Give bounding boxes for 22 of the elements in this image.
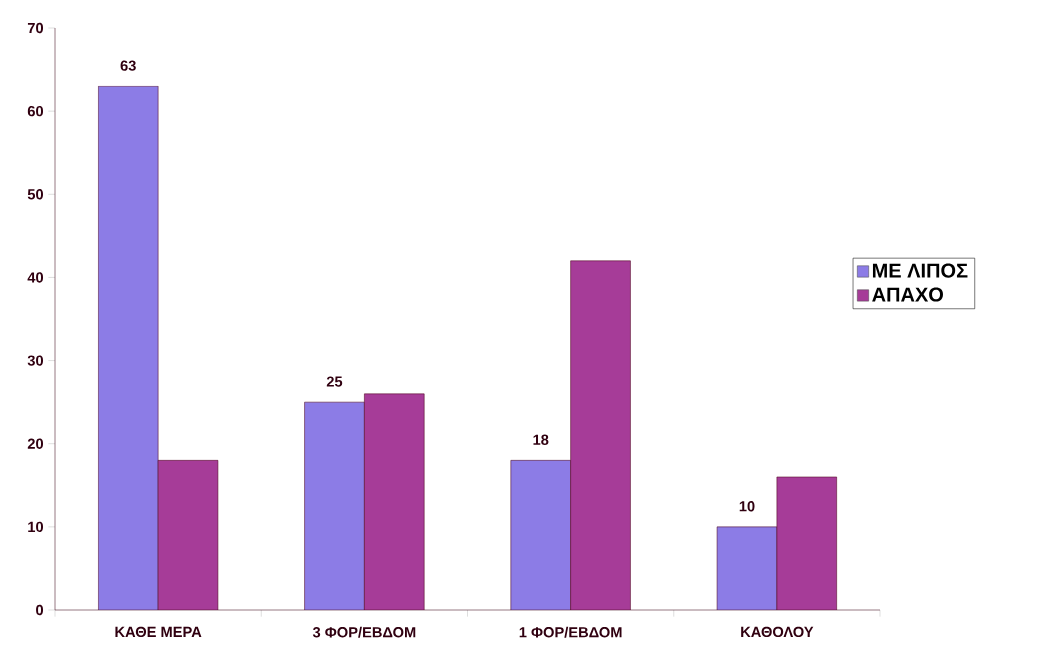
data-label: 18: [533, 434, 549, 445]
data-label: 25: [326, 376, 343, 387]
x-tick-label: 3 ΦΟΡ/ΕΒΔΟΜ: [312, 626, 416, 638]
y-tick-label: 40: [27, 272, 44, 283]
legend-label: ΑΠΑΧΟ: [872, 287, 943, 302]
bar: [570, 260, 631, 610]
x-tick-label: 1 ΦΟΡ/ΕΒΔΟΜ: [519, 626, 622, 638]
data-label: 63: [120, 60, 136, 71]
y-tick-label: 20: [27, 438, 44, 449]
y-tick-label: 60: [27, 105, 44, 117]
y-tick-label: 0: [36, 604, 44, 616]
y-tick-label: 10: [28, 521, 44, 533]
data-label: 10: [739, 501, 755, 512]
bar: [776, 476, 837, 610]
legend-label: ΜΕ ΛΙΠΟΣ: [872, 263, 968, 278]
y-tick-label: 30: [27, 355, 44, 366]
x-tick-label: ΚΑΘΟΛΟΥ: [741, 626, 814, 638]
x-tick-label: ΚΑΘΕ ΜΕΡΑ: [115, 626, 202, 638]
y-tick-label: 70: [27, 22, 44, 34]
bar: [157, 460, 219, 610]
y-tick-label: 50: [27, 189, 44, 200]
bar: [364, 393, 425, 610]
